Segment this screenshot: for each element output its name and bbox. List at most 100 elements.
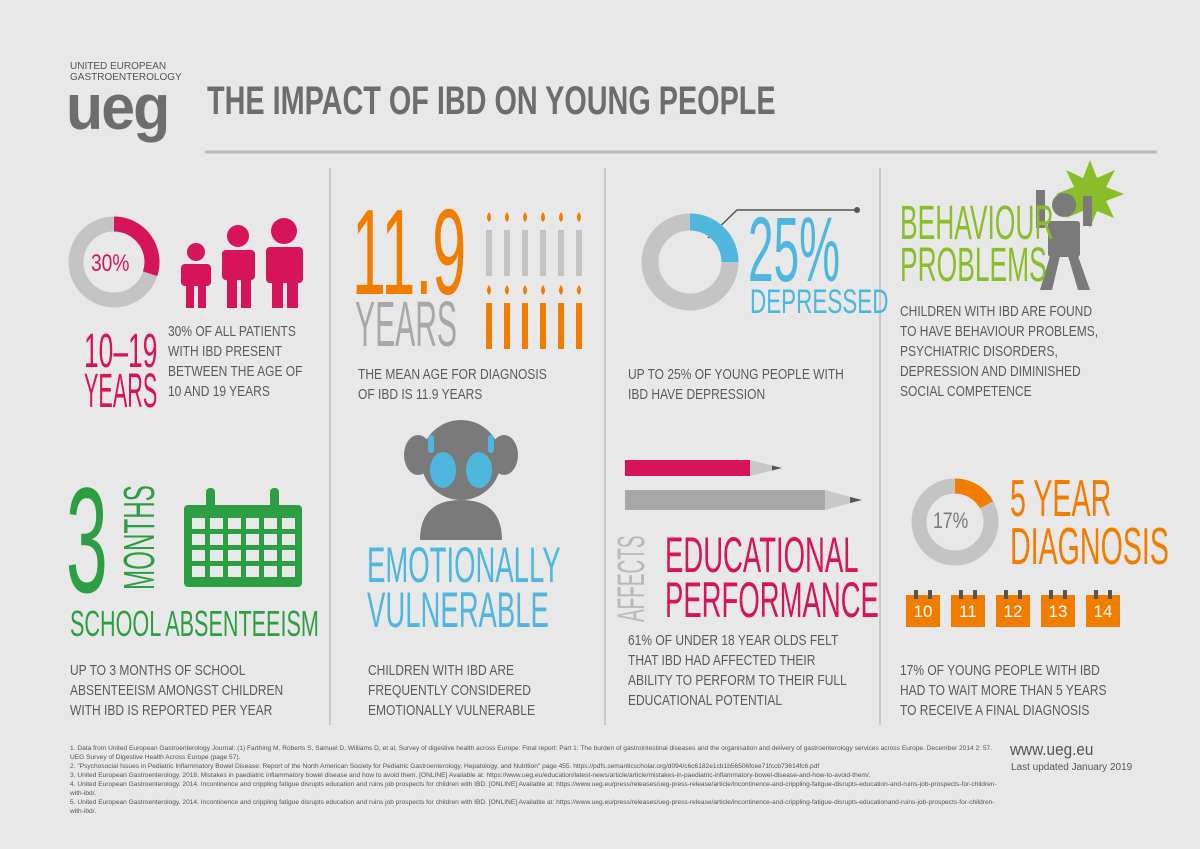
text-line: 4. United European Gastroenterology. 201… xyxy=(70,781,997,797)
text-line: FREQUENTLY CONSIDERED xyxy=(368,682,531,699)
year-ring xyxy=(973,590,977,599)
calendar-cell xyxy=(264,534,277,545)
flame xyxy=(559,285,563,295)
text-line: PERFORMANCE xyxy=(665,572,879,628)
text-line: 1. Data from United European Gastroenter… xyxy=(70,745,993,761)
depressed-caption: DEPRESSED xyxy=(750,283,889,321)
calendar-cell xyxy=(264,550,277,561)
people-icon xyxy=(181,218,303,308)
text-line: SOCIAL COMPETENCE xyxy=(900,383,1032,400)
months-unit: MONTHS xyxy=(115,485,164,590)
age-unit: YEARS xyxy=(84,365,158,418)
text-line: ABSENTEEISM AMONGST CHILDREN xyxy=(70,682,284,699)
candle xyxy=(504,230,510,276)
year-ring xyxy=(1094,590,1098,599)
calendar-cell xyxy=(246,550,259,561)
mean-age: 11.9 xyxy=(352,184,467,320)
donut-label: 30% xyxy=(91,250,130,277)
text-line: PROBLEMS xyxy=(900,239,1047,292)
flame xyxy=(541,285,545,295)
year-ring xyxy=(1004,590,1008,599)
year-ring xyxy=(928,590,932,599)
calendar-cell xyxy=(210,566,223,577)
girl-icon xyxy=(404,420,518,540)
text-line: 2. "Psychosocial Issues in Pediatric Inf… xyxy=(70,763,820,770)
logo: ueg xyxy=(66,71,170,143)
calendar-cell xyxy=(228,534,241,545)
description: UP TO 25% OF YOUNG PEOPLE WITH IBD HAVE D… xyxy=(628,365,844,405)
candle xyxy=(486,303,492,349)
connector-dot xyxy=(854,207,860,213)
text-line: DIAGNOSIS xyxy=(1010,518,1169,576)
footnotes: 1. Data from United European Gastroenter… xyxy=(70,744,1000,816)
candle xyxy=(576,230,582,276)
donut-arc xyxy=(689,213,739,263)
text-line: EDUCATIONAL xyxy=(665,527,859,583)
page-title: THE IMPACT OF IBD ON YOUNG PEOPLE xyxy=(207,79,776,123)
calendar-cell xyxy=(228,518,241,529)
description: 61% OF UNDER 18 YEAR OLDS FELT THAT IBD H… xyxy=(628,631,847,711)
text-line: 61% OF UNDER 18 YEAR OLDS FELT xyxy=(628,632,839,649)
org-name: UNITED EUROPEAN GASTROENTEROLOGY xyxy=(70,61,182,83)
text-line: VULNERABLE xyxy=(367,582,549,638)
text-line: 17% OF YOUNG PEOPLE WITH IBD xyxy=(900,662,1100,679)
calendar-cell xyxy=(228,566,241,577)
calendar-cell xyxy=(192,534,205,545)
heading: BEHAVIOUR PROBLEMS xyxy=(900,200,1054,292)
year-label: 13 xyxy=(1049,602,1068,621)
text-line: UP TO 25% OF YOUNG PEOPLE WITH xyxy=(628,366,844,383)
text-line: CHILDREN WITH IBD ARE xyxy=(368,662,515,679)
flame xyxy=(523,212,527,222)
text-line: TO HAVE BEHAVIOUR PROBLEMS, xyxy=(900,323,1099,340)
donut-arc xyxy=(954,478,994,509)
year-label: 12 xyxy=(1004,602,1023,621)
age-range: 10–19 xyxy=(84,325,158,378)
flame xyxy=(577,212,581,222)
calendar-cell xyxy=(228,550,241,561)
text-line: EMOTIONALLY xyxy=(367,537,561,593)
candle xyxy=(540,303,546,349)
flame xyxy=(577,285,581,295)
description: THE MEAN AGE FOR DIAGNOSIS OF IBD IS 11.9… xyxy=(358,365,547,405)
description: 17% OF YOUNG PEOPLE WITH IBD HAD TO WAIT … xyxy=(900,661,1107,721)
candle xyxy=(486,230,492,276)
text-line: UNITED EUROPEAN xyxy=(70,61,167,72)
year-label: 10 xyxy=(914,602,933,621)
candle xyxy=(540,230,546,276)
calendar-cell xyxy=(282,550,295,561)
calendar-cell xyxy=(246,518,259,529)
year-ring xyxy=(1018,590,1022,599)
calendar-cell xyxy=(210,518,223,529)
flame xyxy=(505,212,509,222)
text-line: CHILDREN WITH IBD ARE FOUND xyxy=(900,303,1093,320)
text-line: WITH IBD IS REPORTED PER YEAR xyxy=(70,702,273,719)
text-line: ABILITY TO PERFORM TO THEIR FULL xyxy=(628,672,847,689)
candle xyxy=(504,303,510,349)
text-line: TO RECEIVE A FINAL DIAGNOSIS xyxy=(900,702,1090,719)
calendar-cell xyxy=(210,534,223,545)
website: www.ueg.eu xyxy=(1010,740,1094,759)
candle xyxy=(522,230,528,276)
text-line: 10 AND 19 YEARS xyxy=(168,383,270,400)
pencils-icon xyxy=(625,460,862,510)
calendar-cell xyxy=(210,550,223,561)
year-box xyxy=(1086,595,1120,627)
heading: EMOTIONALLY VULNERABLE xyxy=(367,537,561,638)
last-updated: Last updated January 2019 xyxy=(1011,762,1133,773)
calendar-cell xyxy=(192,566,205,577)
text-line: DEPRESSION AND DIMINISHED xyxy=(900,363,1081,380)
flame xyxy=(505,285,509,295)
depressed-percent: 25% xyxy=(748,199,841,301)
candle xyxy=(522,303,528,349)
text-line: 3. United European Gastroenterology. 201… xyxy=(70,772,871,779)
text-line: 5 YEAR xyxy=(1010,470,1112,528)
figure-icon xyxy=(1036,190,1092,290)
year-box xyxy=(951,595,985,627)
calendar-cell xyxy=(192,518,205,529)
candles-icon xyxy=(486,212,582,349)
text-line: THAT IBD HAD AFFECTED THEIR xyxy=(628,652,816,669)
candle xyxy=(558,303,564,349)
year-ring xyxy=(914,590,918,599)
